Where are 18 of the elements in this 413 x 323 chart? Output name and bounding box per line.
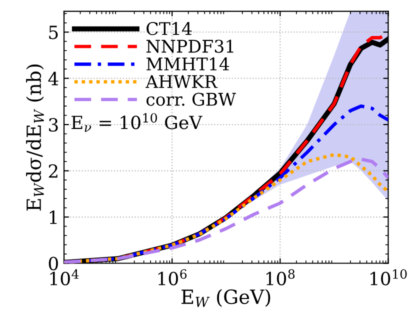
legend-label: corr. GBW [146, 92, 236, 106]
legend-label: NNPDF31 [146, 40, 234, 53]
x-tick-label: 10$^{6}$ [158, 269, 187, 286]
y-tick-label: 3 [49, 118, 58, 132]
x-axis-title: E$_{W}$ (GeV) [181, 289, 270, 307]
y-tick-label: 2 [48, 164, 58, 178]
legend-label: MMHT14 [146, 57, 230, 70]
y-tick-label: 5 [49, 26, 58, 40]
y-tick-label: 1 [50, 210, 57, 224]
legend-label: CT14 [146, 22, 192, 36]
annotation: E$_{ν}$ = 10$^{10}$ GeV [71, 113, 202, 132]
y-tick-label: 0 [48, 256, 58, 270]
y-tick-label: 4 [48, 72, 58, 86]
legend-label: AHWKR [146, 75, 218, 88]
y-axis-title: E$_{W}$dσ/dE$_{W}$ (nb) [26, 64, 44, 211]
x-tick-label: 10$^{10}$ [370, 269, 407, 286]
x-tick-label: 10$^{8}$ [266, 269, 295, 286]
x-tick-label: 10$^{4}$ [50, 269, 79, 286]
